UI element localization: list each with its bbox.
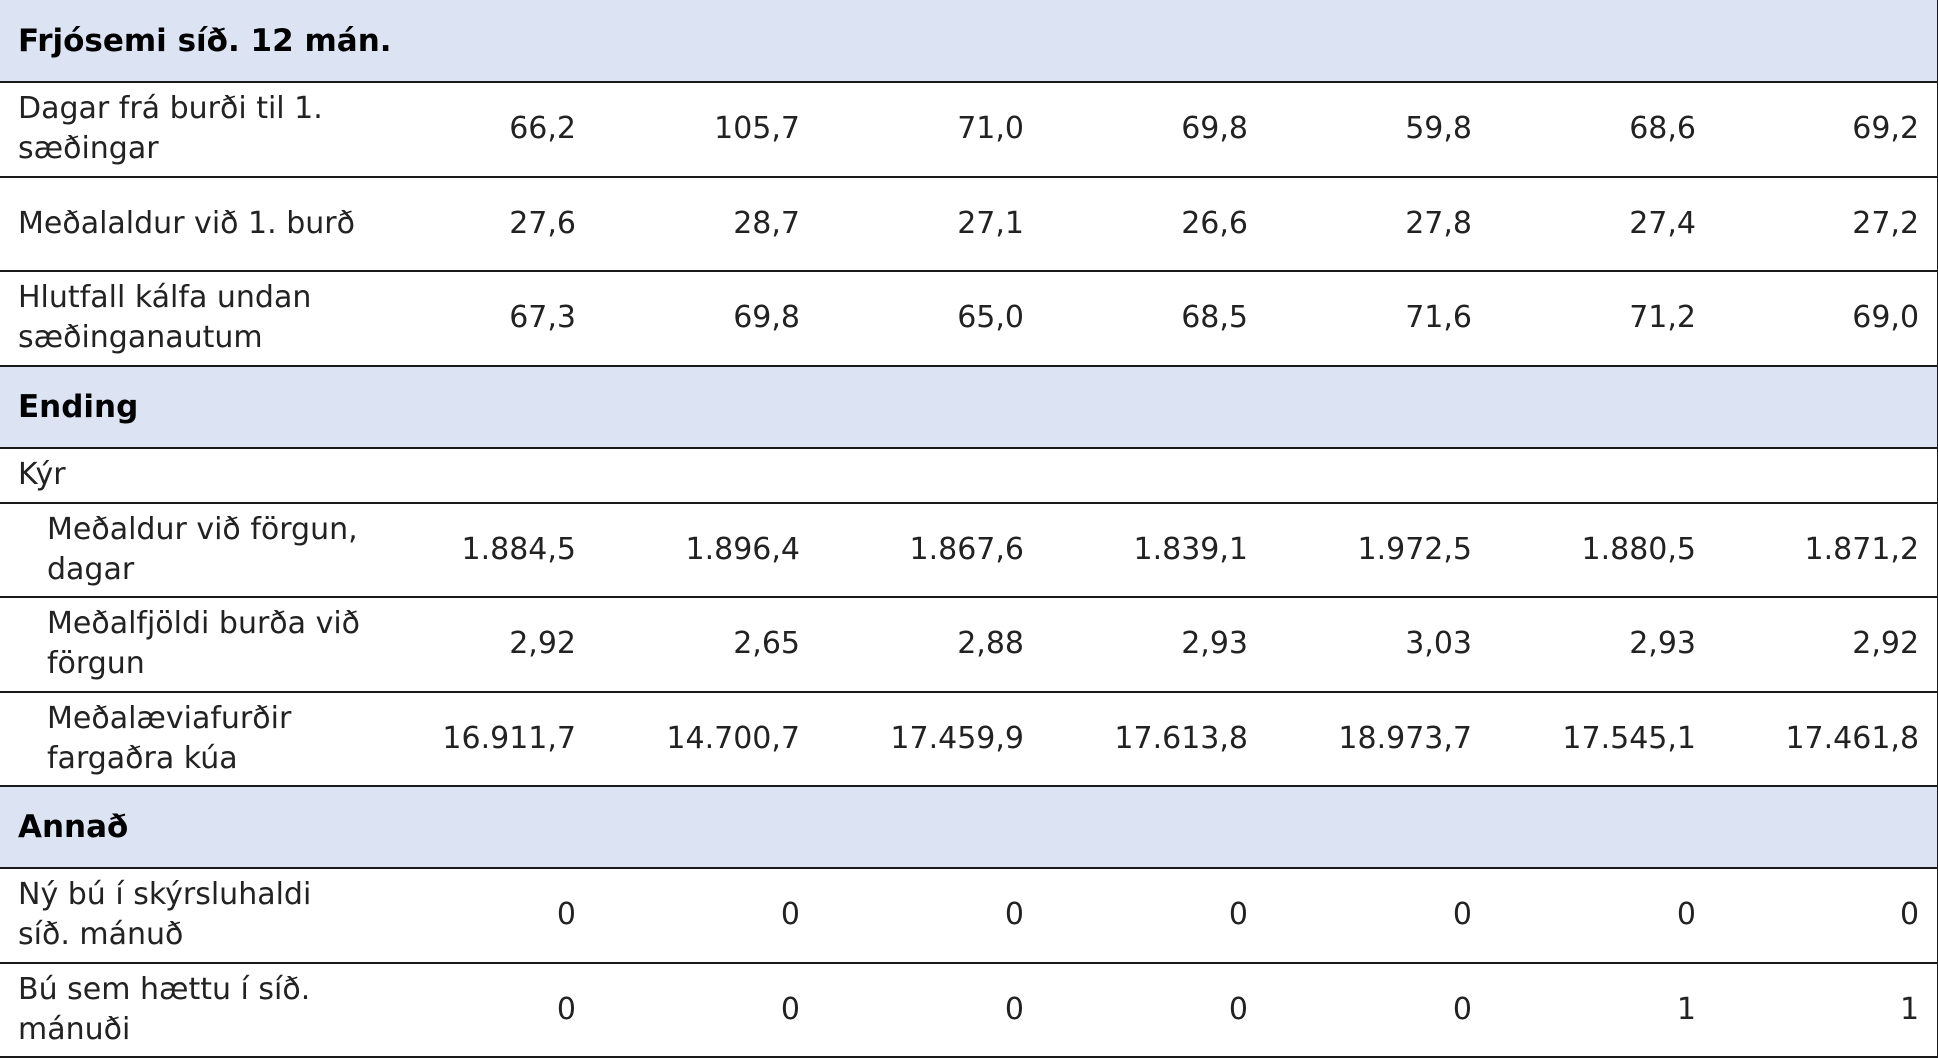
cell-value: 1.871,2 (1714, 502, 1938, 598)
section-title: Annað (0, 786, 1938, 869)
cell-value: 0 (594, 962, 818, 1058)
cell-value: 0 (1266, 868, 1490, 964)
cell-value: 27,6 (370, 176, 594, 272)
row-label: Meðalfjöldi burða við förgun (0, 597, 370, 693)
cell-value: 1.896,4 (594, 502, 818, 598)
cell-value: 0 (1490, 868, 1714, 964)
cell-value: 68,5 (1042, 271, 1266, 367)
cell-value: 0 (818, 868, 1042, 964)
cell-value: 2,92 (1714, 597, 1938, 693)
cell-value: 27,2 (1714, 176, 1938, 272)
cell-value: 69,2 (1714, 82, 1938, 178)
cell-value: 68,6 (1490, 82, 1714, 178)
cell-value: 0 (818, 962, 1042, 1058)
cell-value: 67,3 (370, 271, 594, 367)
cell-value: 71,0 (818, 82, 1042, 178)
table-row: Bú sem hættu í síð. mánuði 0 0 0 0 0 1 1 (0, 962, 1938, 1058)
cell-value: 17.613,8 (1042, 691, 1266, 787)
table-row: Dagar frá burði til 1. sæðingar 66,2 105… (0, 82, 1938, 178)
cell-value: 2,92 (370, 597, 594, 693)
cell-value: 71,2 (1490, 271, 1714, 367)
cell-value: 66,2 (370, 82, 594, 178)
row-label: Meðalaldur við 1. burð (0, 176, 370, 272)
row-label: Meðaldur við förgun, dagar (0, 502, 370, 598)
cell-value: 1.839,1 (1042, 502, 1266, 598)
cell-value: 0 (1714, 868, 1938, 964)
cell-value: 65,0 (818, 271, 1042, 367)
row-label: Meðalæviafurðir fargaðra kúa (0, 691, 370, 787)
cell-value: 0 (370, 962, 594, 1058)
cell-value: 1.880,5 (1490, 502, 1714, 598)
cell-value: 14.700,7 (594, 691, 818, 787)
cell-value: 16.911,7 (370, 691, 594, 787)
subheading-row: Kýr (0, 447, 1938, 504)
cell-value: 59,8 (1266, 82, 1490, 178)
table-row: Hlutfall kálfa undan sæðinganautum 67,3 … (0, 271, 1938, 367)
table-row: Meðalfjöldi burða við förgun 2,92 2,65 2… (0, 597, 1938, 693)
cell-value: 69,8 (594, 271, 818, 367)
cell-value: 26,6 (1042, 176, 1266, 272)
cell-value: 2,93 (1490, 597, 1714, 693)
section-title: Ending (0, 365, 1938, 449)
table-row: Ný bú í skýrsluhaldi síð. mánuð 0 0 0 0 … (0, 868, 1938, 964)
section-header-frjosemi: Frjósemi síð. 12 mán. (0, 0, 1938, 83)
row-label: Hlutfall kálfa undan sæðinganautum (0, 271, 370, 367)
cell-value: 1 (1490, 962, 1714, 1058)
cell-value: 2,93 (1042, 597, 1266, 693)
cell-value: 2,88 (818, 597, 1042, 693)
cell-value: 1 (1714, 962, 1938, 1058)
section-header-ending: Ending (0, 365, 1938, 449)
cell-value: 27,4 (1490, 176, 1714, 272)
table-row: Meðalæviafurðir fargaðra kúa 16.911,7 14… (0, 691, 1938, 787)
cell-value: 28,7 (594, 176, 818, 272)
section-header-annad: Annað (0, 786, 1938, 869)
cell-value: 0 (1266, 962, 1490, 1058)
row-label: Dagar frá burði til 1. sæðingar (0, 82, 370, 178)
row-label: Ný bú í skýrsluhaldi síð. mánuð (0, 868, 370, 964)
cell-value: 0 (1042, 868, 1266, 964)
section-title: Frjósemi síð. 12 mán. (0, 0, 1938, 83)
cell-value: 0 (594, 868, 818, 964)
cell-value: 1.884,5 (370, 502, 594, 598)
cell-value: 2,65 (594, 597, 818, 693)
cell-value: 27,8 (1266, 176, 1490, 272)
table-row: Meðaldur við förgun, dagar 1.884,5 1.896… (0, 502, 1938, 598)
cell-value: 17.459,9 (818, 691, 1042, 787)
cell-value: 69,8 (1042, 82, 1266, 178)
cell-value: 1.972,5 (1266, 502, 1490, 598)
cell-value: 0 (1042, 962, 1266, 1058)
table-row: Meðalaldur við 1. burð 27,6 28,7 27,1 26… (0, 176, 1938, 272)
row-label: Bú sem hættu í síð. mánuði (0, 962, 370, 1058)
cell-value: 17.461,8 (1714, 691, 1938, 787)
cell-value: 71,6 (1266, 271, 1490, 367)
cell-value: 18.973,7 (1266, 691, 1490, 787)
cell-value: 3,03 (1266, 597, 1490, 693)
cell-value: 17.545,1 (1490, 691, 1714, 787)
cell-value: 69,0 (1714, 271, 1938, 367)
cell-value: 27,1 (818, 176, 1042, 272)
cell-value: 105,7 (594, 82, 818, 178)
cell-value: 1.867,6 (818, 502, 1042, 598)
subheading-label: Kýr (0, 447, 1938, 504)
cell-value: 0 (370, 868, 594, 964)
